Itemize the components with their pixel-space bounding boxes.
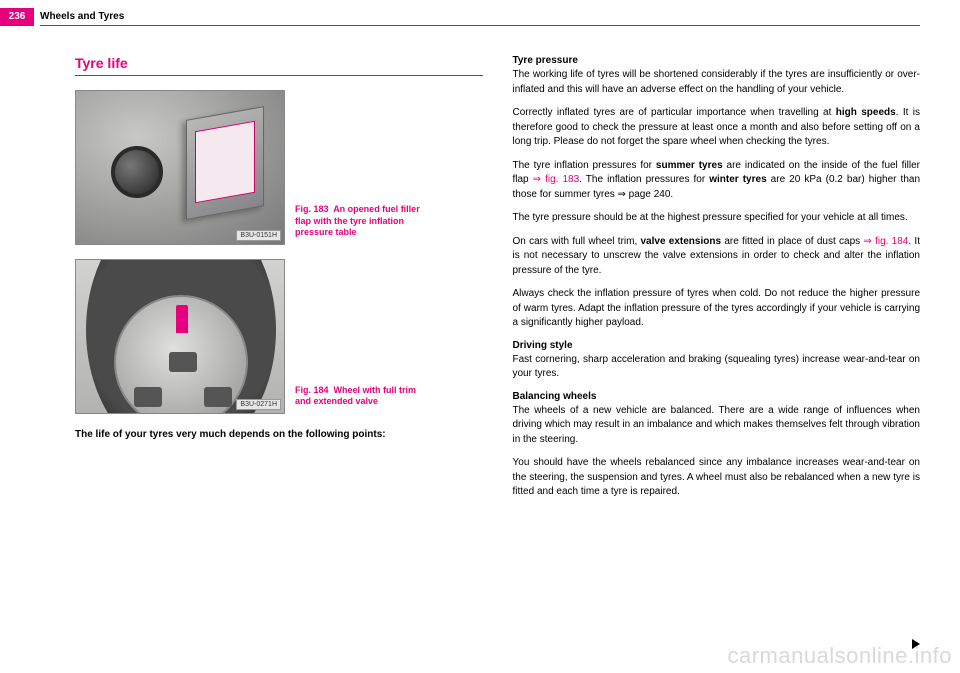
pressure-table-label — [195, 121, 255, 204]
fuel-flap-door — [186, 106, 264, 220]
spoke-icon — [134, 387, 162, 407]
content-area: Tyre life B3U-0151H Fig. 183 An opened f… — [75, 55, 920, 653]
para-5: On cars with full wheel trim, valve exte… — [513, 235, 921, 279]
figure-183-caption: Fig. 183 An opened fuel filler flap with… — [295, 204, 425, 245]
para-3c: . The inflation pressures for — [579, 174, 709, 185]
left-column: Tyre life B3U-0151H Fig. 183 An opened f… — [75, 55, 483, 653]
section-title: Tyre life — [75, 55, 483, 71]
para-2: Correctly inflated tyres are of particul… — [513, 106, 921, 150]
para-6: Always check the inflation pressure of t… — [513, 287, 921, 331]
subhead-driving-style: Driving style — [513, 340, 921, 351]
page-number-tab: 236 — [0, 8, 34, 26]
figure-184-image: B3U-0271H — [75, 259, 285, 414]
figure-183-image: B3U-0151H — [75, 90, 285, 245]
figure-183-code: B3U-0151H — [236, 230, 281, 241]
header-title: Wheels and Tyres — [40, 11, 124, 22]
valve-extension-icon — [176, 305, 188, 333]
subhead-balancing: Balancing wheels — [513, 391, 921, 402]
para-4: The tyre pressure should be at the highe… — [513, 211, 921, 226]
section-rule — [75, 75, 483, 76]
para-3-bold2: winter tyres — [709, 174, 766, 185]
para-3: The tyre inflation pressures for summer … — [513, 159, 921, 203]
spoke-icon — [204, 387, 232, 407]
para-2a: Correctly inflated tyres are of particul… — [513, 107, 836, 118]
page-header: Wheels and Tyres — [40, 8, 920, 26]
ref-fig-184: ⇒ fig. 184 — [863, 236, 908, 247]
para-5a: On cars with full wheel trim, — [513, 236, 641, 247]
para-5-bold: valve extensions — [641, 236, 722, 247]
para-5b: are fitted in place of dust caps — [721, 236, 863, 247]
ref-fig-183: ⇒ fig. 183 — [533, 174, 579, 185]
figure-183-block: B3U-0151H Fig. 183 An opened fuel filler… — [75, 90, 483, 245]
figure-184-caption: Fig. 184 Wheel with full trim and extend… — [295, 385, 425, 414]
subhead-tyre-pressure: Tyre pressure — [513, 55, 921, 66]
figure-184-block: B3U-0271H Fig. 184 Wheel with full trim … — [75, 259, 483, 414]
para-9: You should have the wheels rebalanced si… — [513, 456, 921, 500]
para-3-bold1: summer tyres — [656, 160, 723, 171]
continue-arrow-icon — [912, 639, 920, 649]
figure-183-lead: Fig. 183 — [295, 204, 329, 214]
figure-184-lead: Fig. 184 — [295, 385, 329, 395]
para-3a: The tyre inflation pressures for — [513, 160, 656, 171]
figure-184-code: B3U-0271H — [236, 399, 281, 410]
para-2-bold: high speeds — [836, 107, 896, 118]
fuel-cap-icon — [111, 146, 163, 198]
para-8: The wheels of a new vehicle are balanced… — [513, 404, 921, 448]
para-7: Fast cornering, sharp acceleration and b… — [513, 353, 921, 382]
para-1: The working life of tyres will be shorte… — [513, 68, 921, 97]
right-column: Tyre pressure The working life of tyres … — [513, 55, 921, 653]
spoke-icon — [169, 352, 197, 372]
lead-text: The life of your tyres very much depends… — [75, 428, 483, 442]
